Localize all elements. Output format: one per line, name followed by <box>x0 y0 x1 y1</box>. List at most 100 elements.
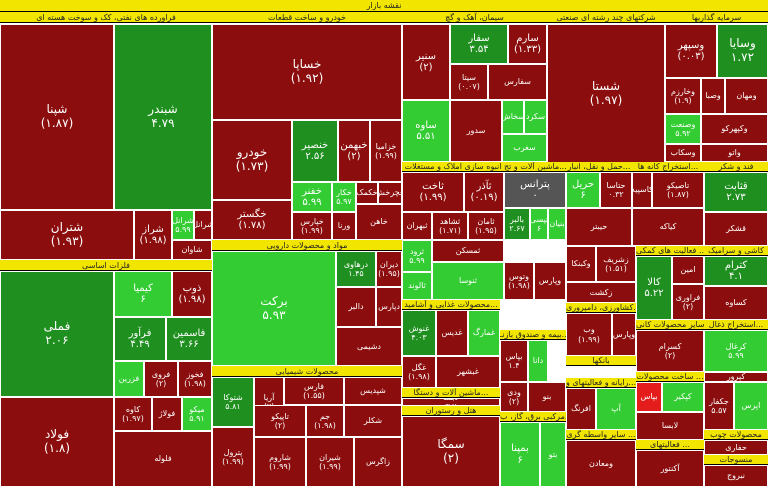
symbol-tile[interactable]: ثشاهد (۱.۷۱) <box>432 212 468 240</box>
symbol-tile[interactable]: کساوه <box>704 286 768 320</box>
symbol-tile[interactable]: خچرخش <box>378 182 402 204</box>
symbol-tile[interactable]: حیبتر <box>566 208 632 246</box>
symbol-tile[interactable]: بنیان <box>548 208 566 240</box>
symbol-tile[interactable]: لابسا۳.۷ <box>402 398 500 406</box>
symbol-tile[interactable]: فزرین <box>114 361 144 397</box>
symbol-tile[interactable]: وپارس <box>612 313 636 356</box>
symbol-tile[interactable]: ساوه ۵.۵۱ <box>402 100 450 162</box>
symbol-tile[interactable]: سغرب <box>502 134 547 162</box>
symbol-tile[interactable]: جم (۱.۹۸) <box>306 405 344 437</box>
symbol-tile[interactable]: شرانل ۵.۹۹ <box>172 210 194 240</box>
symbol-tile[interactable]: وتوس (۱.۹۸) <box>504 262 534 300</box>
symbol-tile[interactable]: وکپهرکو <box>701 114 768 144</box>
symbol-tile[interactable]: درهاوی ۱.۴۵ <box>336 251 376 287</box>
symbol-tile[interactable]: سفار ۳.۵۴ <box>450 24 508 64</box>
symbol-tile[interactable]: سفارس <box>488 64 547 100</box>
symbol-tile[interactable]: پترول (۱.۹۹) <box>212 427 254 487</box>
symbol-tile[interactable]: خاهن <box>356 204 402 240</box>
symbol-tile[interactable]: حتاسا ۰.۳۲ <box>600 172 632 208</box>
symbol-tile[interactable]: شتران (۱.۹۳) <box>0 210 134 260</box>
symbol-tile[interactable]: فارس (۱.۵۵) <box>284 377 344 405</box>
symbol-tile[interactable]: خساپا (۱.۹۲) <box>212 24 402 120</box>
symbol-tile[interactable]: امین <box>672 256 704 284</box>
symbol-tile[interactable]: قثابت ۲.۷۳ <box>704 172 768 212</box>
symbol-tile[interactable]: بپاس <box>636 382 662 412</box>
symbol-tile[interactable]: خنصیر ۲.۵۶ <box>292 120 338 182</box>
symbol-tile[interactable]: خودرو (۱.۷۳) <box>212 120 292 200</box>
symbol-tile[interactable]: کپرور <box>704 372 768 382</box>
symbol-tile[interactable]: ومعادن <box>566 440 636 487</box>
symbol-tile[interactable]: حریل ۶ <box>566 172 600 208</box>
symbol-tile[interactable]: وسایا ۱.۷۲ <box>717 24 768 78</box>
symbol-tile[interactable]: شیران (۱.۹۹) <box>306 437 354 487</box>
symbol-tile[interactable]: فراوری (۲) <box>672 284 704 320</box>
symbol-tile[interactable]: شرانل <box>194 210 212 240</box>
symbol-tile[interactable]: دانا <box>528 340 548 382</box>
symbol-tile[interactable]: ذوب (۱.۹۸) <box>172 271 212 317</box>
symbol-tile[interactable]: ومهان <box>725 78 768 114</box>
symbol-tile[interactable]: اپرس <box>734 382 768 430</box>
symbol-tile[interactable]: زاگرس <box>354 437 402 487</box>
symbol-tile[interactable]: واتو <box>701 144 768 162</box>
symbol-tile[interactable]: کیاکه <box>632 208 704 246</box>
symbol-tile[interactable]: خفنر ۵.۹۹ <box>292 182 332 212</box>
symbol-tile[interactable]: میکو ۵.۹۱ <box>182 397 212 431</box>
symbol-tile[interactable]: دشیمی <box>336 327 402 366</box>
symbol-tile[interactable]: ثنوسا <box>432 262 504 300</box>
symbol-tile[interactable]: فولاد (۱.۸) <box>0 397 114 487</box>
symbol-tile[interactable]: آپ <box>596 388 636 430</box>
symbol-tile[interactable]: ودی (۲) <box>500 382 528 412</box>
symbol-tile[interactable]: شپنا (۱.۸۷) <box>0 24 114 210</box>
symbol-tile[interactable]: کترام ۴.۱ <box>704 256 768 286</box>
symbol-tile[interactable]: تاپیکو (۲) <box>254 405 306 437</box>
symbol-tile[interactable]: برکت ۵.۹۳ <box>212 251 336 366</box>
symbol-tile[interactable]: شبندر ۴.۷۹ <box>114 24 212 210</box>
symbol-tile[interactable]: تپسی ۶ <box>530 208 548 240</box>
symbol-tile[interactable]: فولاژ <box>152 397 182 431</box>
symbol-tile[interactable]: فلوله <box>114 431 212 487</box>
symbol-tile[interactable]: ورنا <box>332 212 356 240</box>
symbol-tile[interactable]: تاصیکو (۱.۸۷) <box>652 172 704 208</box>
symbol-tile[interactable]: افرنگ <box>566 388 596 430</box>
symbol-tile[interactable]: بالبر ۲.۶۷ <box>504 208 530 240</box>
symbol-tile[interactable]: شکلر <box>344 405 402 437</box>
symbol-tile[interactable]: شراز (۱.۹۸) <box>134 210 172 260</box>
symbol-tile[interactable]: غمارگ <box>468 310 500 356</box>
symbol-tile[interactable]: خگستر (۱.۷۸) <box>212 200 292 240</box>
symbol-tile[interactable]: زشریف (۱.۵۱) <box>596 246 636 282</box>
symbol-tile[interactable]: وخارزم (۱.۹) <box>665 78 701 114</box>
symbol-tile[interactable]: کاوه (۱.۹۷) <box>114 397 152 431</box>
symbol-tile[interactable]: ثبهران <box>402 212 432 240</box>
symbol-tile[interactable]: وب (۱.۹۹) <box>566 313 612 356</box>
symbol-tile[interactable]: غنوش ۴.۰۳ <box>402 310 436 356</box>
symbol-tile[interactable]: کیمیا ۶ <box>114 271 172 317</box>
symbol-tile[interactable]: شستا (۱.۹۷) <box>547 24 665 164</box>
symbol-tile[interactable]: کرغال ۵.۹۹ <box>704 330 768 372</box>
symbol-tile[interactable]: کسرام (۲) <box>636 330 704 372</box>
symbol-tile[interactable]: فملی ۲.۰۶ <box>0 271 114 397</box>
symbol-tile[interactable]: فخوز (۱.۹۸) <box>178 361 212 397</box>
symbol-tile[interactable]: ثرود ۵.۹۹ <box>402 240 432 272</box>
symbol-tile[interactable]: غگل (۱.۹۸) <box>402 356 436 388</box>
symbol-tile[interactable]: بپاس ۱.۴ <box>500 340 528 382</box>
symbol-tile[interactable]: سیتا (۰.۰۷) <box>450 64 488 100</box>
symbol-tile[interactable]: دپارس <box>376 287 402 327</box>
symbol-tile[interactable]: کاسپید <box>632 172 652 208</box>
symbol-tile[interactable]: دیران (۱.۹۵) <box>376 251 402 287</box>
symbol-tile[interactable]: نبروج <box>704 465 768 487</box>
symbol-tile[interactable]: آکنتور <box>636 450 704 487</box>
symbol-tile[interactable]: لابسا <box>636 412 704 440</box>
symbol-tile[interactable]: ثآذر (۰.۱۹) <box>464 172 504 212</box>
symbol-tile[interactable]: سارم (۱.۳۳) <box>508 24 547 64</box>
symbol-tile[interactable]: قشکر <box>704 212 768 246</box>
symbol-tile[interactable]: فروی (۲) <box>144 361 178 397</box>
symbol-tile[interactable]: غدیس <box>436 310 468 356</box>
symbol-tile[interactable]: وپارس <box>534 262 566 300</box>
symbol-tile[interactable]: فاسمین ۳.۶۶ <box>166 317 212 361</box>
symbol-tile[interactable]: غبشهر <box>436 356 500 388</box>
symbol-tile[interactable]: وسپهر (۰.۰۳) <box>665 24 717 78</box>
symbol-tile[interactable]: وکبنکا <box>566 246 596 282</box>
symbol-tile[interactable]: ثالوند <box>402 272 432 300</box>
symbol-tile[interactable]: بنو <box>528 382 566 412</box>
symbol-tile[interactable]: زکشت <box>566 282 636 303</box>
